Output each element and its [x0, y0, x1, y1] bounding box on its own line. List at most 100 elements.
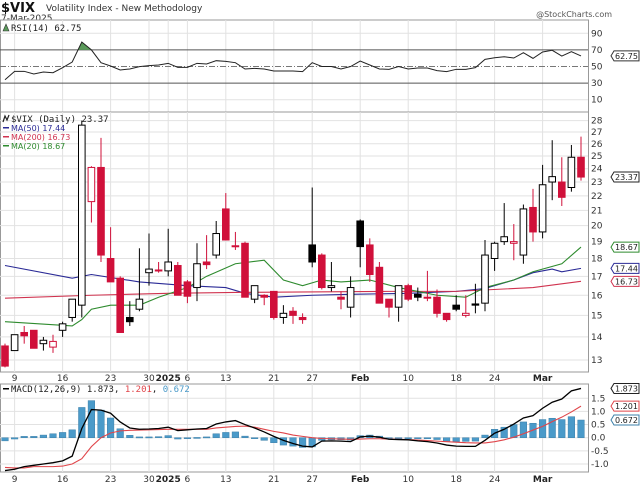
price-value-label-box	[610, 171, 640, 183]
watermark: @StockCharts.com	[536, 10, 612, 19]
candle-body	[500, 236, 508, 243]
security-name: Volatility Index - New Methodology	[46, 4, 203, 14]
candle-body	[337, 296, 345, 300]
price-tick-label: 14	[591, 333, 603, 343]
rsi-tick-label: 70	[591, 46, 603, 56]
candle-body	[577, 156, 585, 178]
candle-body	[519, 208, 528, 256]
rsi-tick-label: 30	[591, 79, 603, 89]
candle-body	[241, 242, 249, 298]
moving-average-line	[4, 280, 582, 299]
macd-histogram-bar	[462, 437, 470, 442]
price-tick-label: 19	[591, 238, 603, 248]
candle-body	[490, 242, 499, 260]
date-tick-label: 30	[143, 374, 155, 384]
macd-tick-label: -1.0	[591, 460, 609, 470]
chart-date: 7-Mar-2025	[1, 14, 53, 24]
candle-body	[462, 312, 470, 316]
price-tick-label: 26	[591, 140, 603, 150]
ma20-legend-name: MA(20)	[11, 142, 40, 151]
date-tick-label: 21	[268, 475, 279, 485]
macd-tick-label: 0.0	[591, 434, 606, 444]
macd-histogram-bar	[251, 437, 259, 439]
macd-histogram-bar	[414, 437, 422, 439]
candle-body	[260, 294, 268, 298]
macd-histogram-bar	[241, 435, 249, 438]
candle-body	[375, 266, 384, 304]
candle-body	[231, 245, 240, 248]
candle-body	[250, 285, 259, 300]
ma50-value-label-box	[610, 262, 640, 274]
macd-value-label: 1.873	[615, 384, 638, 393]
macd-histogram-bar	[11, 437, 19, 440]
date-tick-label: 27	[306, 475, 317, 485]
macd-histogram-bar	[577, 419, 585, 438]
candle-body	[279, 312, 288, 318]
candle-body	[567, 156, 576, 188]
price-tick-label: 21	[591, 206, 602, 216]
date-tick-label: 6	[185, 475, 191, 485]
price-tick-label: 20	[591, 222, 603, 232]
macd-histogram-bar	[155, 436, 163, 438]
ma200-legend-value: 16.73	[47, 133, 70, 142]
macd-histogram-bar	[126, 435, 134, 438]
macd-tick-label: 0.5	[591, 421, 605, 431]
price-value-label: 23.37	[615, 173, 638, 182]
macd-panel: -1.0 -0.5 0.0 0.5 1.0 1.5 1.873 1.201 0.672	[0, 382, 640, 473]
ma20-legend-swatch	[3, 145, 9, 147]
price-tick-label: 22	[591, 192, 602, 202]
price-tick-label: 17	[591, 272, 602, 282]
candle-body	[346, 287, 355, 308]
candle-body	[164, 261, 172, 272]
macd-histogram-bar	[174, 437, 182, 440]
price-legend-text: $VIX (Daily) 23.37	[11, 115, 109, 125]
ma50-legend-swatch	[3, 127, 9, 129]
candle-body	[154, 269, 163, 272]
date-axis: 991616232330302025202566131321212727FebF…	[12, 374, 553, 485]
price-tick-label: 24	[591, 165, 603, 175]
candle-body	[87, 166, 96, 203]
candle-body	[510, 241, 518, 244]
candle-body	[529, 206, 537, 233]
candle-body	[10, 334, 19, 352]
ma200-value-label-box	[610, 275, 640, 287]
macd-histogram-bar	[539, 419, 547, 438]
candle-body	[58, 323, 67, 331]
macd-histogram-bar	[30, 436, 38, 438]
candle-body	[116, 277, 125, 333]
symbol-title: $VIX	[1, 1, 35, 16]
rsi-line	[4, 41, 582, 81]
candle-body	[548, 176, 557, 183]
candle-body	[39, 339, 48, 345]
macd-histogram-bar	[395, 437, 403, 439]
date-tick-label: 21	[268, 374, 279, 384]
macd-histogram-bar	[471, 437, 479, 442]
rsi-panel: 10 30 50 70 90 62.75	[0, 19, 640, 113]
macd-legend: MACD(12,26,9) 1.873, 1.201, 0.672	[3, 385, 190, 395]
date-tick-label: 23	[105, 374, 116, 384]
ma20-value-label: 18.67	[615, 243, 638, 252]
macd-histogram-bar	[97, 409, 105, 438]
date-tick-label: 13	[220, 374, 231, 384]
candle-body	[68, 298, 77, 318]
moving-average-line	[4, 264, 582, 298]
macd-legend-swatch	[3, 388, 9, 390]
price-tick-label: 28	[591, 117, 603, 127]
ma50-legend-name: MA(50)	[11, 124, 40, 133]
macd-value-label-box	[610, 382, 640, 394]
candle-body	[385, 298, 393, 308]
candle-body	[202, 261, 211, 266]
price-tick-label: 25	[591, 152, 602, 162]
rsi-tick-label: 50	[591, 63, 603, 73]
histogram-value-label: 0.672	[615, 416, 638, 425]
candle-body	[135, 298, 144, 310]
candle-body	[318, 254, 326, 289]
candle-body	[538, 184, 547, 233]
macd-histogram-bar	[289, 437, 297, 447]
candle-body	[433, 296, 441, 314]
candle-body	[356, 220, 364, 248]
candle-body	[30, 329, 38, 349]
macd-histogram-bar	[548, 417, 556, 438]
macd-line	[4, 387, 582, 472]
